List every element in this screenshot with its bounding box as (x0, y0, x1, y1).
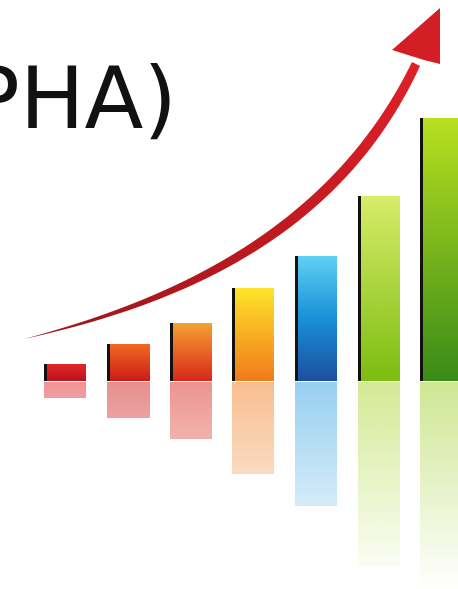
bar-edges (44, 118, 423, 381)
bar (420, 118, 458, 381)
reflections (0, 382, 458, 589)
heading-text: PHA) (0, 49, 177, 149)
growth-arrow (24, 8, 440, 339)
bar (232, 288, 274, 381)
bar (44, 364, 86, 381)
reflection-fade (0, 382, 458, 589)
bar (170, 323, 212, 381)
bars (44, 118, 458, 381)
bar (358, 196, 400, 381)
bar (295, 256, 337, 381)
arrow-head (392, 8, 440, 64)
bar (107, 344, 150, 381)
